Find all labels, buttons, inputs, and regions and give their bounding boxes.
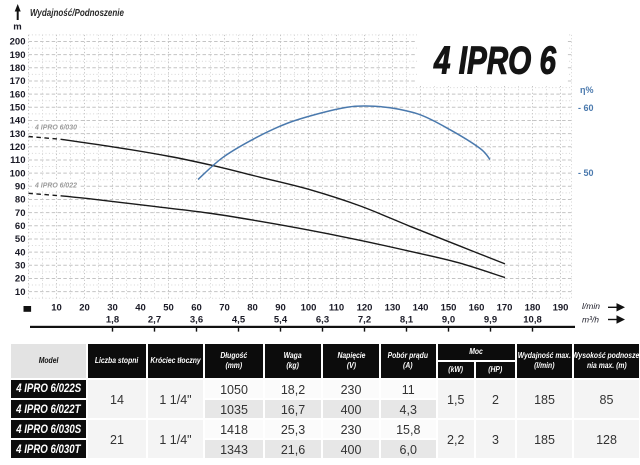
svg-text:150: 150 xyxy=(441,303,457,314)
svg-text:190: 190 xyxy=(10,50,26,61)
svg-text:180: 180 xyxy=(10,63,26,74)
svg-text:50: 50 xyxy=(163,303,174,314)
svg-text:200: 200 xyxy=(10,37,26,48)
svg-text:120: 120 xyxy=(357,303,373,314)
svg-text:5,4: 5,4 xyxy=(274,314,288,325)
svg-text:m: m xyxy=(13,22,21,33)
svg-text:50: 50 xyxy=(15,234,26,245)
svg-text:180: 180 xyxy=(525,303,541,314)
svg-text:8,1: 8,1 xyxy=(400,314,414,325)
svg-text:4 IPRO 6: 4 IPRO 6 xyxy=(433,40,556,83)
svg-text:80: 80 xyxy=(15,195,26,206)
svg-text:110: 110 xyxy=(10,155,25,166)
svg-text:10,8: 10,8 xyxy=(523,314,542,325)
svg-text:110: 110 xyxy=(329,303,344,314)
svg-text:60: 60 xyxy=(15,221,26,232)
svg-text:70: 70 xyxy=(219,303,230,314)
svg-text:- 60: - 60 xyxy=(578,103,594,113)
svg-text:30: 30 xyxy=(15,261,26,272)
svg-text:4 IPRO 6/022: 4 IPRO 6/022 xyxy=(34,181,78,190)
svg-text:80: 80 xyxy=(247,303,258,314)
svg-text:9,0: 9,0 xyxy=(442,314,455,325)
svg-text:9,9: 9,9 xyxy=(484,314,497,325)
svg-text:7,2: 7,2 xyxy=(358,314,371,325)
svg-text:70: 70 xyxy=(15,208,26,219)
svg-text:η%: η% xyxy=(580,85,594,95)
svg-text:4,5: 4,5 xyxy=(232,314,246,325)
svg-text:140: 140 xyxy=(10,116,26,127)
svg-text:60: 60 xyxy=(191,303,202,314)
svg-text:140: 140 xyxy=(413,303,429,314)
svg-text:1,8: 1,8 xyxy=(106,314,119,325)
svg-text:30: 30 xyxy=(107,303,118,314)
svg-text:160: 160 xyxy=(469,303,485,314)
svg-text:130: 130 xyxy=(385,303,401,314)
svg-text:10: 10 xyxy=(51,303,62,314)
svg-text:150: 150 xyxy=(10,103,26,114)
svg-text:l/min: l/min xyxy=(582,301,600,311)
svg-text:20: 20 xyxy=(15,274,26,285)
svg-text:3,6: 3,6 xyxy=(190,314,203,325)
svg-text:6,3: 6,3 xyxy=(316,314,329,325)
svg-text:4 IPRO 6/030: 4 IPRO 6/030 xyxy=(34,123,78,132)
svg-text:90: 90 xyxy=(275,303,286,314)
svg-text:130: 130 xyxy=(10,129,26,140)
svg-text:Wydajność/Podnoszenie: Wydajność/Podnoszenie xyxy=(30,8,124,19)
svg-text:190: 190 xyxy=(553,303,569,314)
svg-text:120: 120 xyxy=(10,142,26,153)
svg-text:m³/h: m³/h xyxy=(582,314,599,324)
svg-text:100: 100 xyxy=(301,303,317,314)
svg-text:- 50: - 50 xyxy=(578,168,594,178)
svg-text:90: 90 xyxy=(15,182,26,193)
svg-text:2,7: 2,7 xyxy=(148,314,161,325)
svg-text:170: 170 xyxy=(497,303,513,314)
svg-text:40: 40 xyxy=(15,247,26,258)
svg-text:20: 20 xyxy=(79,303,90,314)
svg-text:10: 10 xyxy=(15,287,26,298)
svg-text:160: 160 xyxy=(10,89,26,100)
svg-text:100: 100 xyxy=(10,168,26,179)
svg-text:170: 170 xyxy=(10,76,26,87)
svg-text:40: 40 xyxy=(135,303,146,314)
